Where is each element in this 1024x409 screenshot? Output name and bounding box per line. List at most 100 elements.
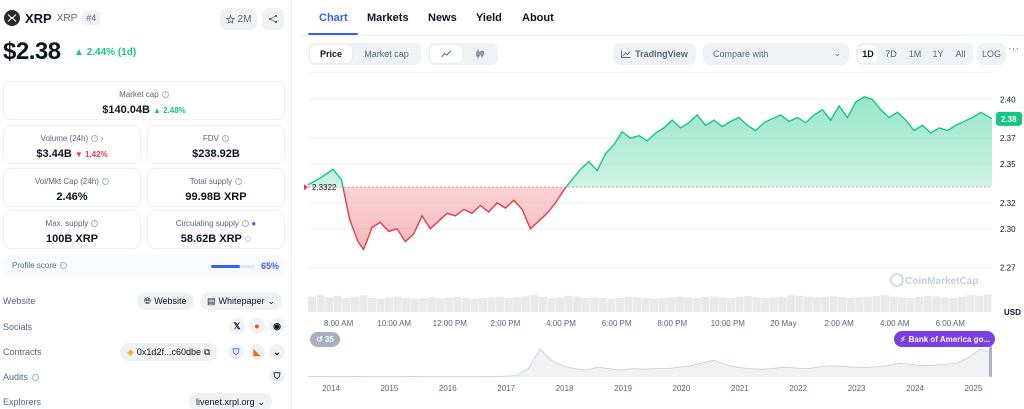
chevron-down-icon: ⌄ bbox=[833, 48, 841, 58]
year-label: 2016 bbox=[439, 384, 457, 393]
tradingview-button[interactable]: TradingView bbox=[613, 43, 696, 65]
total-supply-card: Total supply i 99.98B XRP bbox=[147, 168, 285, 207]
volume-bar bbox=[316, 295, 325, 312]
watchlist-button[interactable]: 2M bbox=[220, 8, 257, 30]
whitepaper-button[interactable]: ▤ Whitepaper ⌄ bbox=[200, 292, 283, 310]
price-chart[interactable]: CoinMarketCap 2.3322 2.40 2.37 2.35 2.32 2.30 2… bbox=[300, 72, 1024, 409]
share-button[interactable] bbox=[262, 8, 284, 30]
shield-icon[interactable]: ⛉ bbox=[228, 344, 244, 360]
tab-yield[interactable]: Yield bbox=[476, 12, 502, 24]
year-label: 2021 bbox=[731, 384, 749, 393]
candlestick-button[interactable] bbox=[464, 45, 496, 63]
volume-bar bbox=[915, 296, 924, 312]
volume-bar bbox=[359, 295, 368, 312]
website-button[interactable]: 🌐︎ Website bbox=[137, 292, 194, 310]
rank-badge: #4 bbox=[82, 11, 101, 25]
info-icon: i bbox=[59, 262, 67, 270]
year-label: 2014 bbox=[322, 384, 340, 393]
volume-bar bbox=[966, 295, 975, 312]
compare-with-dropdown[interactable]: Compare with ⌄ bbox=[703, 43, 849, 65]
info-icon: i bbox=[235, 178, 243, 186]
x-tick-label: 8:00 AM bbox=[324, 319, 354, 328]
max-supply-card: Max. supply i 100B XRP bbox=[3, 210, 141, 249]
info-icon: i bbox=[102, 178, 110, 186]
range-all[interactable]: All bbox=[955, 49, 966, 59]
range-7d[interactable]: 7D bbox=[885, 49, 897, 59]
news-event-badge[interactable]: ⚡︎ Bank of America go... bbox=[894, 331, 995, 347]
volume-bar bbox=[470, 298, 479, 312]
tab-news[interactable]: News bbox=[428, 12, 457, 24]
overview-area bbox=[308, 349, 992, 377]
volume-bar bbox=[821, 296, 830, 312]
volume-change: ▼ 1.42% bbox=[74, 150, 108, 159]
volume-bar bbox=[949, 298, 958, 312]
tab-chart[interactable]: Chart bbox=[319, 12, 348, 24]
explorer-link[interactable]: livenet.xrpl.org ⌄ bbox=[189, 393, 273, 409]
volume-bar bbox=[632, 297, 641, 312]
x-twitter-icon[interactable]: 𝕏 bbox=[229, 318, 245, 334]
metamask-icon[interactable]: ◣ bbox=[249, 344, 265, 360]
volume-bar bbox=[932, 296, 941, 312]
tradingview-icon bbox=[621, 50, 631, 58]
volume-bar bbox=[940, 297, 949, 312]
year-label: 2023 bbox=[848, 384, 866, 393]
volume-bar bbox=[692, 298, 701, 312]
overview-handle bbox=[989, 345, 992, 377]
y-tick-label: 2.30 bbox=[1000, 225, 1016, 234]
audit-shield-icon[interactable]: ⛉ bbox=[269, 368, 285, 384]
max-supply-label: Max. supply i bbox=[4, 219, 140, 228]
volume-bar bbox=[564, 295, 573, 312]
volume-bar bbox=[479, 298, 488, 312]
x-tick-label: 2:00 AM bbox=[824, 319, 854, 328]
volume-bar bbox=[615, 298, 624, 312]
volume-bar bbox=[761, 298, 770, 312]
vol-mkt-cap-card: Vol/Mkt Cap (24h) i 2.46% bbox=[3, 168, 141, 207]
range-1d[interactable]: 1D bbox=[858, 45, 878, 63]
volume-bar bbox=[718, 297, 727, 312]
tab-markets[interactable]: Markets bbox=[367, 12, 409, 24]
log-button[interactable]: LOG bbox=[981, 49, 1001, 59]
volume-bar bbox=[385, 297, 394, 312]
overview-line bbox=[308, 348, 993, 378]
volume-bar bbox=[667, 297, 676, 312]
current-price: $2.38 bbox=[3, 38, 61, 65]
volume-bar bbox=[889, 296, 898, 312]
volume-bar bbox=[795, 295, 804, 312]
current-price-badge bbox=[996, 111, 1022, 126]
volume-bar bbox=[521, 296, 530, 312]
volume-bar bbox=[427, 297, 436, 312]
price-button[interactable]: Price bbox=[310, 45, 352, 63]
line-chart-button[interactable] bbox=[430, 45, 462, 63]
chevron-down-icon[interactable]: ⌄ bbox=[269, 344, 285, 360]
total-supply-label: Total supply i bbox=[148, 177, 284, 186]
profile-score-row[interactable]: Profile score i 65% bbox=[3, 255, 285, 277]
price-change-1d: ▲ 2.44% (1d) bbox=[74, 47, 137, 58]
github-icon[interactable]: ◉ bbox=[269, 318, 285, 334]
volume-bar bbox=[547, 298, 556, 312]
volume-bar bbox=[538, 296, 547, 312]
range-1y[interactable]: 1Y bbox=[932, 49, 944, 59]
chart-panel: Chart Markets News Yield About Price Mar… bbox=[300, 0, 1024, 409]
year-label: 2022 bbox=[789, 384, 807, 393]
supply-progress-icon: ◌ bbox=[244, 233, 252, 245]
volume-bar bbox=[974, 295, 983, 312]
volume-bar bbox=[855, 297, 864, 312]
year-label: 2015 bbox=[381, 384, 399, 393]
year-label: 2025 bbox=[965, 384, 983, 393]
socials-label: Socials bbox=[3, 322, 33, 332]
contract-address-button[interactable]: ◆ 0x1d2f...c60dbe ⧉ bbox=[120, 343, 218, 361]
volume-bar bbox=[658, 298, 667, 312]
more-options-button[interactable]: ··· bbox=[1008, 43, 1024, 65]
volume-bar bbox=[872, 296, 881, 312]
volume-bar bbox=[402, 298, 411, 312]
reddit-icon[interactable]: ● bbox=[249, 318, 265, 334]
volume-bar bbox=[624, 296, 633, 312]
currency-label: USD bbox=[1004, 308, 1021, 317]
events-badge[interactable]: ↺ 35 bbox=[310, 332, 340, 347]
market-cap-button[interactable]: Market cap bbox=[364, 49, 409, 59]
market-cap-card: Market cap i $140.04B ▲ 2.48% bbox=[3, 81, 285, 120]
volume-bar bbox=[350, 296, 359, 312]
range-1m[interactable]: 1M bbox=[908, 49, 922, 59]
volume-bar bbox=[487, 297, 496, 312]
tab-about[interactable]: About bbox=[522, 12, 554, 24]
